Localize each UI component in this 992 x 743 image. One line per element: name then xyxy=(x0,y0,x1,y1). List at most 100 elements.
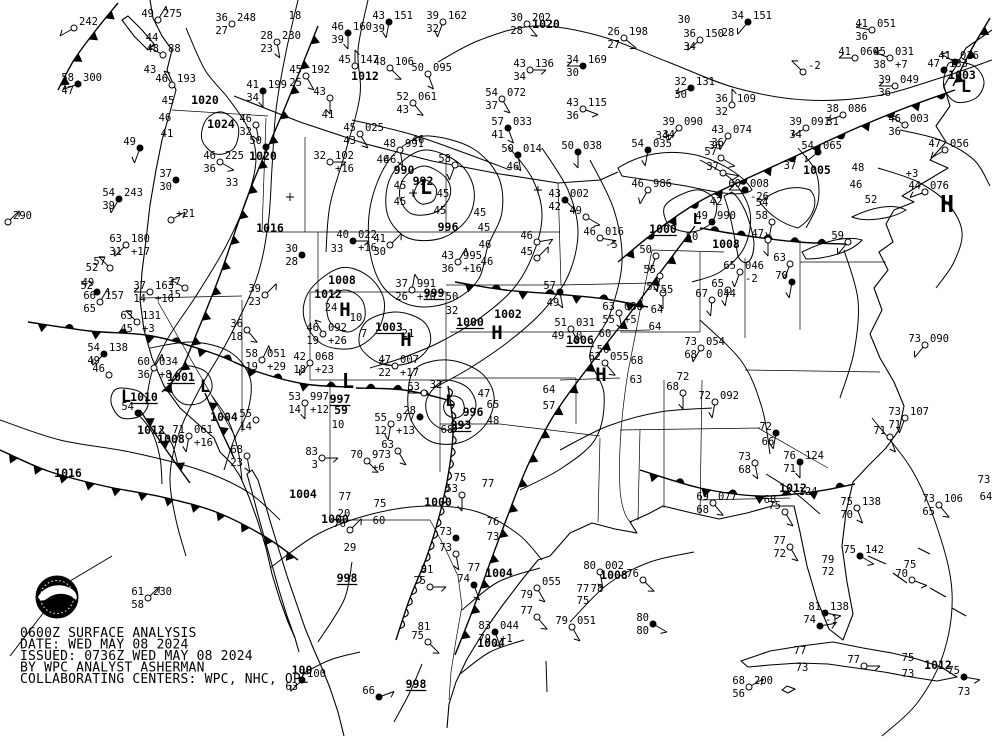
station-plot: 41 xyxy=(161,128,174,140)
station-plot: 75 xyxy=(902,652,915,664)
station-value: 060 xyxy=(860,46,879,58)
station-circle xyxy=(656,272,664,280)
station-plot: 41 xyxy=(322,109,335,121)
station-circle xyxy=(851,54,859,62)
wind-barb xyxy=(890,116,903,124)
station-plot: 55 977 12 +13 xyxy=(374,412,415,441)
station-value: 106 xyxy=(944,493,963,505)
wind-barb-feather xyxy=(161,353,164,361)
station-value: 133 xyxy=(949,58,968,70)
station-value: 67 xyxy=(695,288,708,300)
wind-barb xyxy=(625,39,637,49)
station-value: 65 xyxy=(723,260,736,272)
station-value: 36 xyxy=(888,126,901,138)
wind-barb xyxy=(827,115,841,121)
station-value: 991 xyxy=(405,138,424,150)
wind-barb xyxy=(914,580,928,586)
station-plot: 54 xyxy=(756,197,769,209)
station-value: 41 xyxy=(322,109,335,121)
wind-barb xyxy=(414,104,424,116)
wind-barb-feather xyxy=(494,643,501,648)
station-value: 46 xyxy=(850,179,863,191)
station-plot: 33 xyxy=(331,243,344,255)
station-value: 36 xyxy=(683,28,696,40)
station-plot: 50 038 xyxy=(561,140,602,169)
wind-barb-feather xyxy=(540,69,547,75)
wind-barb xyxy=(940,53,953,61)
station-value: 52 xyxy=(396,91,409,103)
wind-barb-feather xyxy=(182,211,186,219)
isobar xyxy=(326,289,366,333)
station-value: 75 xyxy=(768,500,781,512)
station-plot: 60 xyxy=(373,515,386,527)
wind-barb-feather xyxy=(731,280,735,288)
station-value: 69 xyxy=(696,491,709,503)
station-plot: 72 092 xyxy=(698,390,739,419)
station-value: 34 xyxy=(513,71,526,83)
wind-barb xyxy=(890,439,896,453)
station-plot: 67 044 xyxy=(695,288,736,317)
station-value: 72 xyxy=(698,390,711,402)
wind-barb-feather xyxy=(706,310,711,317)
station-value: 30 xyxy=(373,246,386,258)
station-plot: 57 xyxy=(704,146,736,168)
station-circle xyxy=(259,87,267,95)
station-value: 75 xyxy=(902,652,915,664)
station-plot: 75 xyxy=(904,559,917,571)
wind-barb xyxy=(400,152,404,166)
station-plot: 59 xyxy=(831,230,852,255)
wind-barb-feather xyxy=(325,108,331,115)
coastline xyxy=(917,547,931,555)
wind-barb xyxy=(508,130,514,144)
wind-barb-feather xyxy=(572,340,580,344)
isobar-label: 996 xyxy=(438,220,459,234)
station-plot: 46 193 xyxy=(155,70,196,89)
station-value: 32 xyxy=(674,76,687,88)
station-value: 73 xyxy=(908,333,921,345)
wind-barb-feather xyxy=(920,585,928,589)
station-value: 37 xyxy=(159,168,172,180)
fronts-layer xyxy=(0,2,991,656)
station-value: 68 xyxy=(732,675,745,687)
wind-barb xyxy=(518,157,522,171)
station-value: 45 xyxy=(437,188,450,200)
station-circle xyxy=(751,459,759,467)
station-value: 49 xyxy=(547,297,560,309)
station-value: 77 xyxy=(794,645,807,657)
wind-barb xyxy=(606,364,616,376)
station-plot: 10 xyxy=(350,312,363,324)
isobar xyxy=(559,407,713,451)
isobar-label: 100 xyxy=(292,663,313,677)
wind-barb-feather xyxy=(827,114,832,121)
station-plot: 46 xyxy=(507,161,520,173)
wind-barb-feather xyxy=(874,665,881,671)
wind-barb xyxy=(805,153,817,163)
front-cold xyxy=(0,449,299,561)
station-value: 63 xyxy=(630,374,643,386)
wind-barb-feather xyxy=(300,413,306,420)
station-circle xyxy=(582,213,590,221)
station-value: 72 xyxy=(773,548,786,560)
station-plot: 81 xyxy=(421,564,434,576)
station-value: -26 xyxy=(750,191,769,203)
station-circle xyxy=(491,628,499,636)
station-value: 41 xyxy=(938,50,951,62)
station-circle xyxy=(615,309,623,317)
station-plot: 45 025 43 xyxy=(343,122,384,149)
station-plot: 60 008-26 xyxy=(728,178,769,203)
station-value: 20 xyxy=(338,508,351,520)
pressure-center-high: H xyxy=(595,364,606,386)
wind-barb xyxy=(528,25,538,37)
coastline xyxy=(740,641,958,682)
station-plot: 53 xyxy=(445,483,466,512)
station-plot: 50 xyxy=(249,135,270,151)
wind-barb-feather xyxy=(752,474,759,480)
station-value: 7 xyxy=(361,328,367,340)
station-value: 32 xyxy=(430,379,443,391)
station-value: 18 xyxy=(293,364,306,376)
wind-barb-feather xyxy=(573,162,579,169)
